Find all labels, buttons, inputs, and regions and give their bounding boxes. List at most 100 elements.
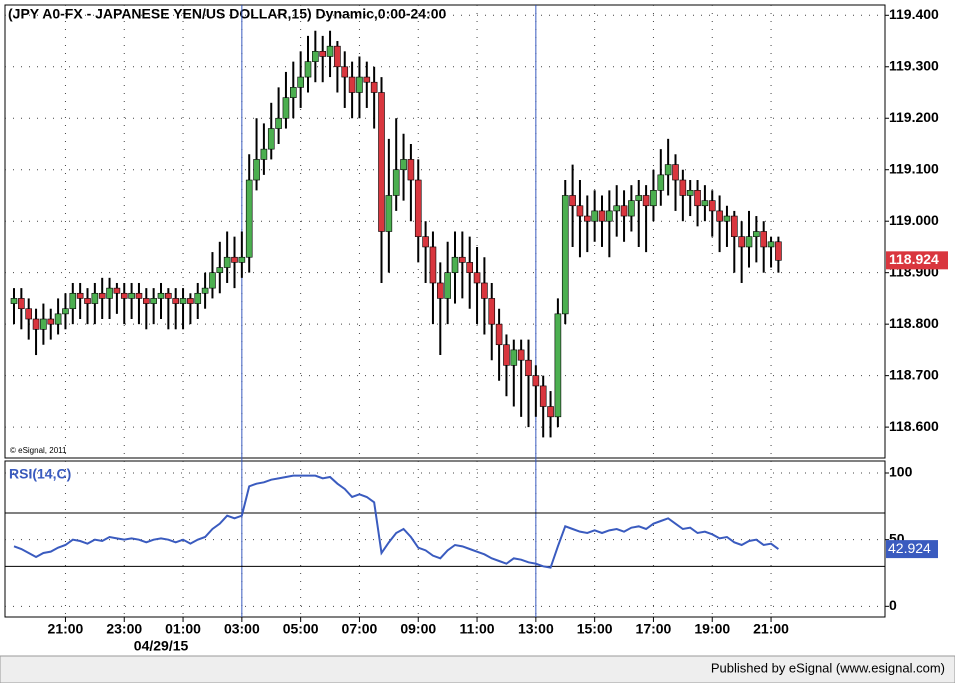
candle-body [701, 200, 709, 207]
candle-body [532, 375, 540, 387]
candle-body [106, 287, 113, 299]
candle-body [267, 128, 275, 150]
candle-body [312, 51, 319, 62]
candle-body [32, 318, 40, 330]
candle-body [753, 231, 760, 237]
candle-body [760, 231, 768, 248]
y-tick-label: 119.400 [889, 6, 939, 22]
candle-body [708, 200, 716, 212]
candle-body [488, 298, 496, 325]
candle-body [165, 292, 172, 299]
candle-body [76, 292, 84, 299]
candle-body [194, 292, 202, 304]
candle-body [392, 169, 400, 196]
candle-body [481, 282, 488, 299]
candle-body [429, 246, 437, 284]
candle-body [591, 210, 598, 222]
footer-text: Published by eSignal (www.esignal.com) [711, 660, 945, 675]
candle-body [495, 323, 503, 346]
candle-body [341, 66, 349, 78]
y-tick-label: 118.800 [889, 315, 939, 331]
candle-body [304, 61, 312, 78]
candle-body [598, 210, 606, 222]
candle-body [451, 256, 459, 273]
candle-body [348, 76, 356, 93]
candle-body [569, 195, 576, 207]
candle-body [157, 292, 165, 299]
candle-body [679, 179, 687, 196]
candle-body [363, 76, 371, 83]
candle-body [385, 195, 393, 232]
x-tick-label: 11:00 [460, 621, 495, 637]
candle-body [238, 256, 246, 263]
candle-body [18, 298, 25, 310]
candle-body [356, 76, 363, 93]
y-tick-label: 0 [889, 597, 897, 613]
candle-body [510, 349, 518, 366]
last-rsi-label: 42.924 [888, 540, 931, 556]
candle-body [260, 148, 268, 160]
candle-body [25, 308, 33, 320]
candle-body [473, 272, 481, 284]
candle-body [297, 76, 304, 88]
rsi-panel [4, 460, 886, 618]
candle-body [10, 298, 18, 304]
candle-body [150, 298, 157, 304]
x-tick-label: 17:00 [636, 621, 672, 637]
candle-body [414, 179, 422, 237]
candle-body [672, 164, 679, 181]
last-price-box [886, 251, 948, 270]
y-tick-label: 118.700 [889, 366, 939, 382]
candle-body [745, 236, 753, 248]
candle-body [400, 159, 407, 171]
candle-body [128, 292, 135, 299]
price-panel [4, 4, 886, 459]
last-rsi-box [886, 540, 938, 559]
candle-body [223, 256, 231, 268]
y-tick-label: 119.200 [889, 109, 939, 125]
candle-body [576, 205, 584, 217]
last-price-label: 118.924 [889, 251, 939, 267]
candle-body [326, 45, 334, 57]
candle-body [554, 313, 562, 418]
candle-body [407, 159, 415, 181]
copyright: © eSignal, 2011 [10, 446, 67, 455]
candle-body [422, 236, 429, 248]
x-tick-label: 21:00 [48, 621, 84, 637]
candle-body [378, 92, 385, 232]
candle-body [253, 159, 260, 181]
candle-body [436, 282, 444, 299]
candle-body [525, 359, 532, 376]
candle-body [561, 195, 569, 315]
candle-body [179, 298, 187, 304]
candle-body [275, 117, 282, 129]
candle-body [517, 349, 525, 361]
y-tick-label: 100 [889, 464, 913, 480]
candle-body [187, 298, 194, 304]
x-tick-label: 15:00 [577, 621, 613, 637]
candle-body [201, 287, 209, 294]
candle-body [47, 318, 55, 325]
candle-body [444, 272, 451, 299]
candle-body [143, 298, 150, 304]
candle-body [54, 313, 62, 325]
candle-body [459, 256, 466, 263]
x-tick-label: 01:00 [165, 621, 201, 637]
candle-body [209, 272, 216, 289]
x-tick-label: 03:00 [224, 621, 260, 637]
candle-body [370, 81, 378, 93]
candle-body [172, 298, 179, 304]
rsi-title: RSI(14,C) [9, 466, 71, 482]
rsi-line [13, 474, 779, 569]
candle-body [635, 195, 643, 201]
x-tick-label: 23:00 [106, 621, 142, 637]
candle-body [282, 97, 290, 119]
candle-body [135, 292, 143, 299]
candle-body [466, 262, 474, 273]
candle-body [216, 267, 224, 273]
candle-body [613, 205, 621, 212]
x-tick-label: 13:00 [518, 621, 554, 637]
candle-body [245, 179, 253, 258]
candle-body [642, 195, 650, 207]
